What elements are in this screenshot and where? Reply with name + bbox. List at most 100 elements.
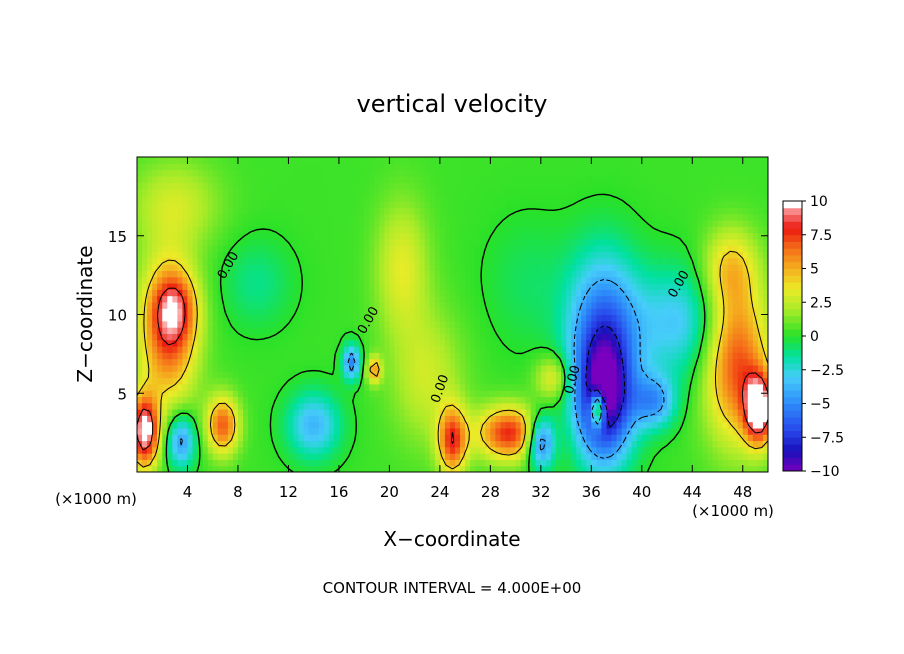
field-cell bbox=[480, 320, 486, 328]
field-cell bbox=[389, 220, 396, 227]
field-cell bbox=[384, 201, 390, 208]
field-cell bbox=[455, 327, 461, 334]
field-cell bbox=[192, 264, 199, 271]
field-cell bbox=[197, 295, 204, 303]
field-cell bbox=[409, 270, 416, 278]
field-cell bbox=[480, 226, 486, 234]
field-cell bbox=[576, 465, 582, 472]
field-cell bbox=[343, 396, 350, 404]
field-cell bbox=[359, 289, 365, 297]
field-cell bbox=[222, 182, 229, 190]
field-cell bbox=[470, 339, 476, 347]
field-cell bbox=[505, 333, 512, 341]
field-cell bbox=[323, 434, 330, 442]
field-cell bbox=[298, 238, 305, 246]
field-cell bbox=[187, 213, 194, 221]
field-cell bbox=[283, 264, 290, 271]
field-cell bbox=[636, 371, 643, 379]
field-cell bbox=[217, 226, 224, 234]
field-cell bbox=[555, 314, 562, 322]
field-cell bbox=[349, 257, 355, 265]
field-cell bbox=[328, 396, 335, 404]
field-cell bbox=[419, 232, 426, 240]
field-cell bbox=[293, 427, 300, 435]
field-cell bbox=[293, 333, 300, 341]
field-cell bbox=[263, 220, 269, 227]
field-cell bbox=[581, 364, 587, 372]
field-cell bbox=[167, 308, 173, 316]
field-cell bbox=[475, 396, 481, 404]
field-cell bbox=[550, 289, 557, 297]
field-cell bbox=[409, 415, 416, 423]
field-cell bbox=[308, 402, 315, 410]
field-cell bbox=[470, 421, 476, 429]
field-cell bbox=[596, 182, 603, 190]
field-cell bbox=[167, 358, 173, 366]
field-cell bbox=[237, 301, 244, 309]
field-cell bbox=[485, 201, 491, 208]
field-cell bbox=[545, 264, 552, 271]
field-cell bbox=[475, 415, 481, 423]
field-cell bbox=[172, 295, 178, 303]
field-cell bbox=[626, 402, 633, 410]
field-cell bbox=[142, 308, 148, 316]
field-cell bbox=[555, 352, 562, 360]
field-cell bbox=[465, 459, 471, 467]
field-cell bbox=[561, 440, 567, 448]
field-cell bbox=[263, 440, 269, 448]
field-cell bbox=[475, 352, 481, 360]
field-cell bbox=[500, 213, 507, 221]
field-cell bbox=[293, 175, 300, 183]
field-cell bbox=[227, 182, 234, 190]
field-cell bbox=[157, 409, 163, 416]
field-cell bbox=[586, 163, 592, 171]
field-cell bbox=[581, 182, 587, 190]
field-cell bbox=[470, 270, 476, 278]
field-cell bbox=[384, 396, 390, 404]
field-cell bbox=[359, 308, 365, 316]
field-cell bbox=[167, 182, 173, 190]
field-cell bbox=[328, 333, 335, 341]
field-cell bbox=[313, 251, 320, 259]
field-cell bbox=[167, 264, 173, 271]
field-cell bbox=[419, 320, 426, 328]
field-cell bbox=[137, 434, 143, 442]
field-cell bbox=[535, 377, 542, 385]
field-cell bbox=[525, 295, 532, 303]
field-cell bbox=[328, 207, 335, 215]
field-cell bbox=[359, 465, 365, 472]
field-cell bbox=[414, 346, 421, 353]
field-cell bbox=[394, 283, 401, 290]
field-cell bbox=[323, 220, 330, 227]
field-cell bbox=[636, 434, 643, 442]
field-cell bbox=[465, 289, 471, 297]
field-cell bbox=[333, 339, 340, 347]
field-cell bbox=[566, 459, 572, 467]
field-cell bbox=[460, 446, 466, 454]
field-cell bbox=[545, 308, 552, 316]
field-cell bbox=[419, 257, 426, 265]
field-cell bbox=[268, 194, 274, 202]
field-cell bbox=[520, 232, 527, 240]
field-cell bbox=[571, 226, 577, 234]
field-cell bbox=[591, 207, 597, 215]
field-cell bbox=[470, 238, 476, 246]
field-cell bbox=[217, 220, 224, 227]
field-cell bbox=[424, 238, 431, 246]
field-cell bbox=[429, 327, 436, 334]
field-cell bbox=[576, 358, 582, 366]
field-cell bbox=[212, 213, 219, 221]
field-cell bbox=[243, 169, 249, 177]
field-cell bbox=[263, 157, 269, 164]
field-cell bbox=[237, 163, 244, 171]
field-cell bbox=[207, 295, 214, 303]
field-cell bbox=[162, 377, 168, 385]
field-cell bbox=[172, 283, 178, 290]
field-cell bbox=[248, 175, 254, 183]
field-cell bbox=[222, 194, 229, 202]
field-cell bbox=[550, 371, 557, 379]
field-cell bbox=[515, 157, 522, 164]
field-cell bbox=[253, 427, 259, 435]
field-cell bbox=[636, 377, 643, 385]
field-cell bbox=[480, 201, 486, 208]
